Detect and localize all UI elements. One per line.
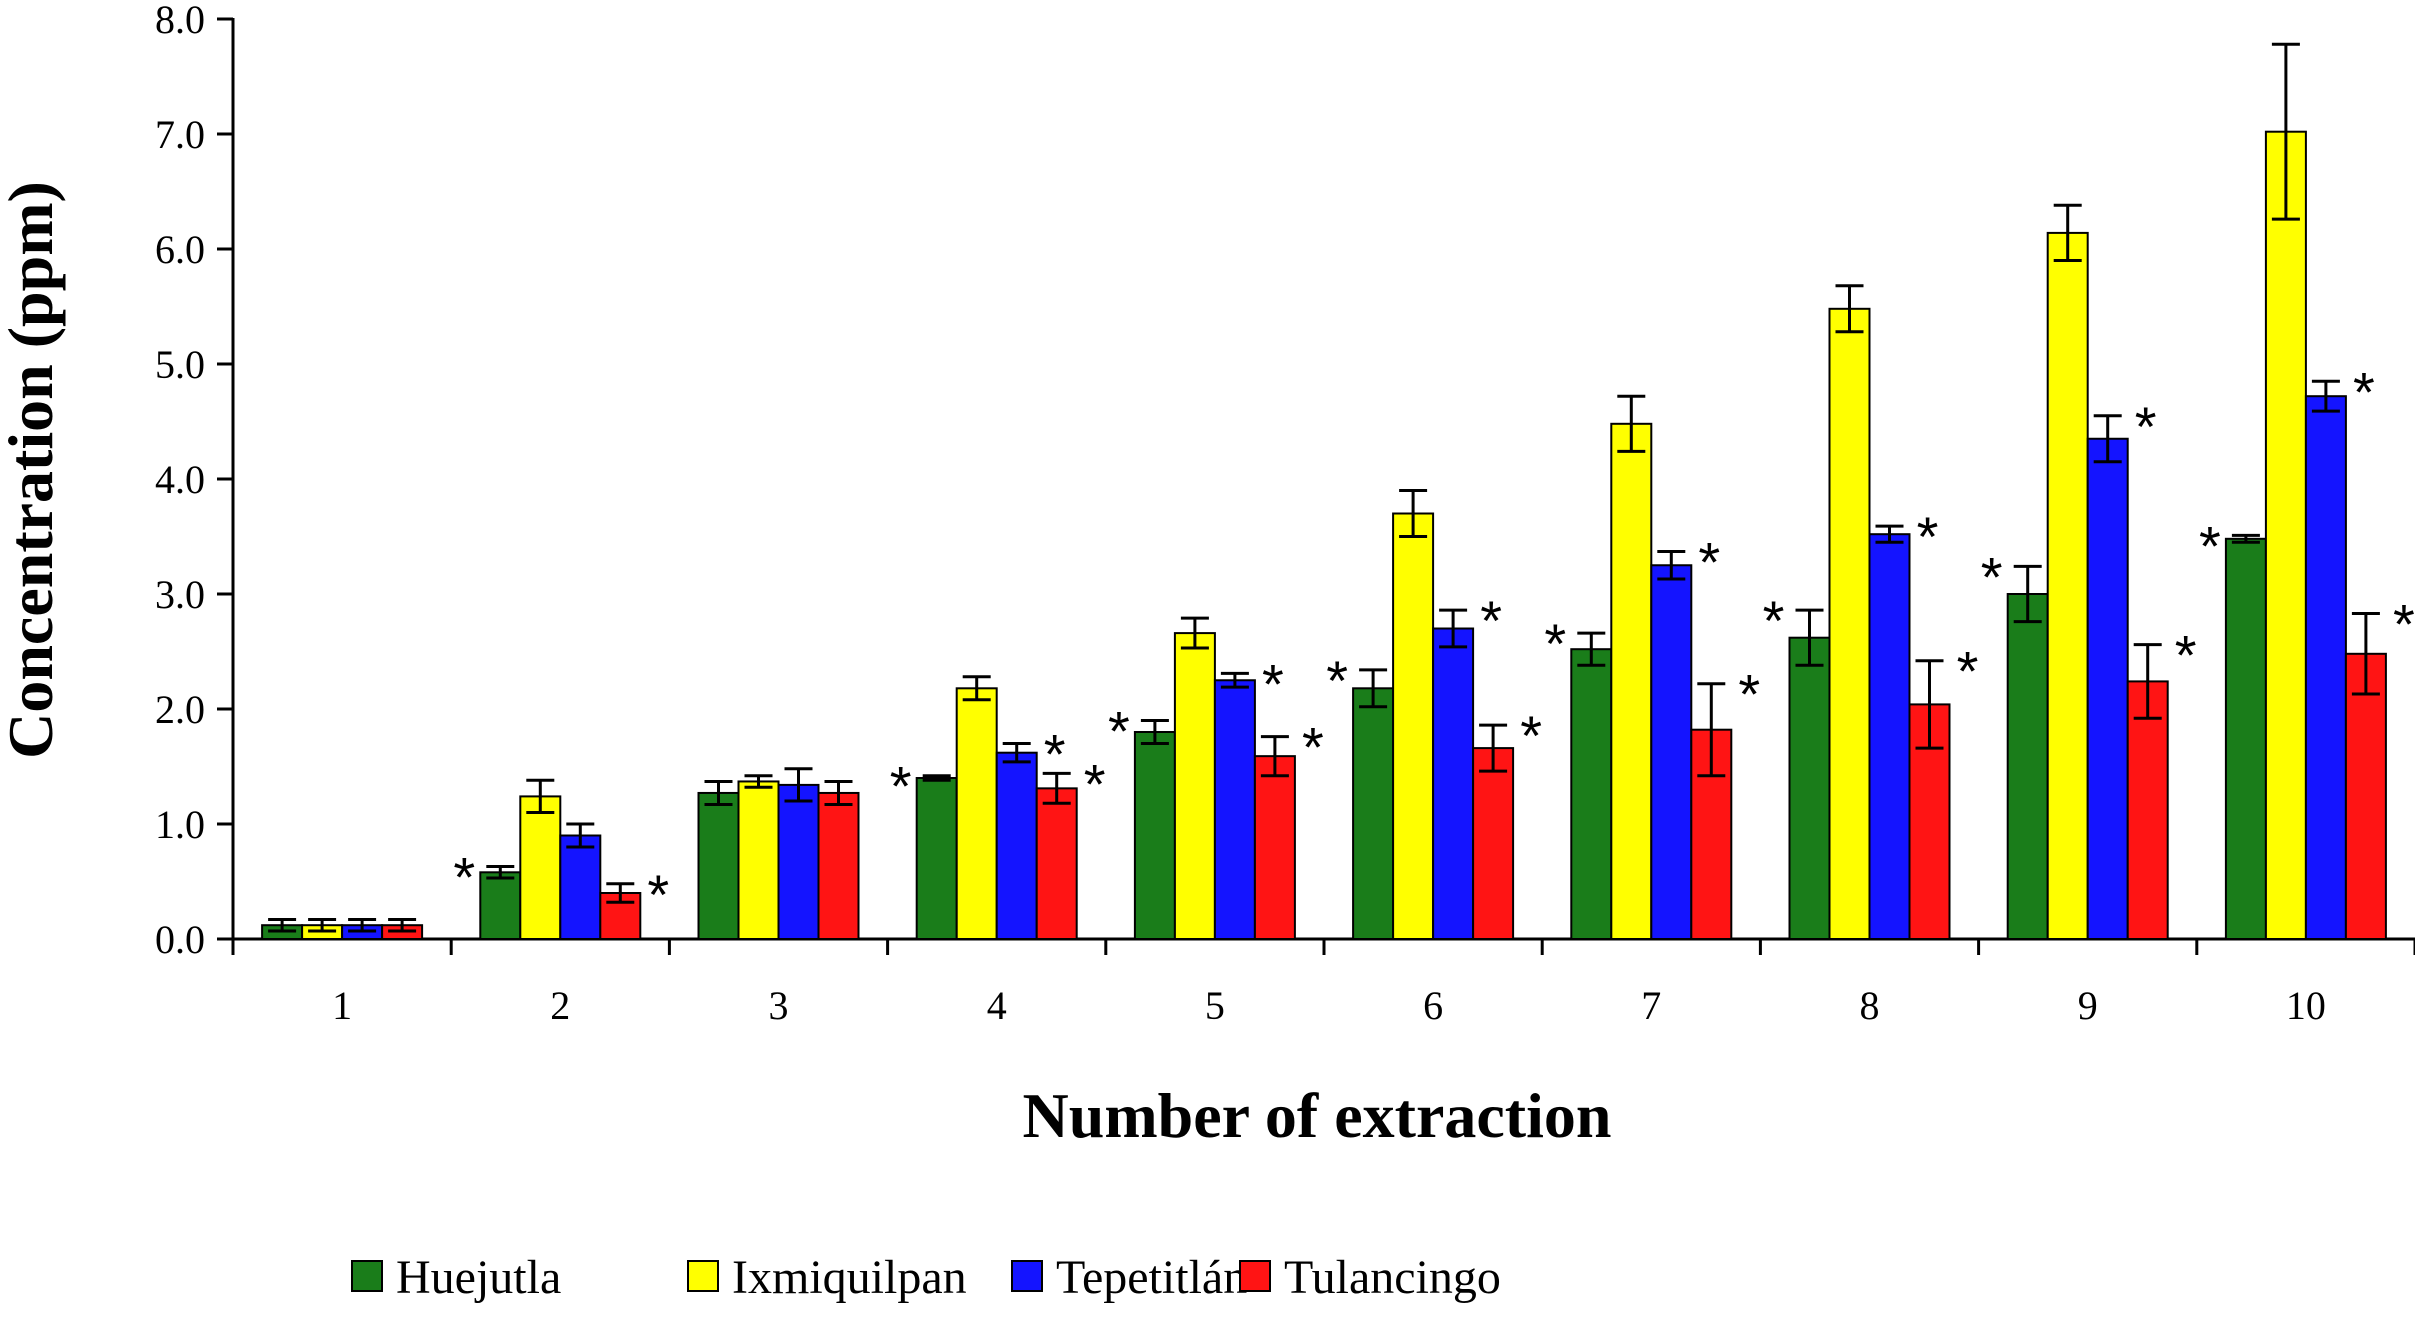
- y-tick-label: 2.0: [155, 687, 205, 732]
- significance-marker: *: [1957, 640, 1979, 703]
- significance-marker: *: [1544, 612, 1566, 675]
- bar-huejutla-6: [1352, 687, 1395, 940]
- bar-tulancingo-3: [817, 791, 860, 941]
- bar-huejutla-2: [479, 871, 522, 940]
- significance-marker: *: [2175, 624, 2197, 687]
- bar-ixmiquilpan-10: [2264, 130, 2307, 940]
- bar-ixmiquilpan-7: [1610, 422, 1653, 940]
- bar-tepetitln-3: [777, 783, 820, 941]
- legend: Huejutla Ixmiquilpan Tepetitlán Tulancingo: [351, 1251, 1501, 1304]
- y-tick-label: 7.0: [155, 112, 205, 157]
- y-tick-label: 0.0: [155, 917, 205, 962]
- significance-marker: *: [1738, 663, 1760, 726]
- significance-marker: *: [1520, 704, 1542, 767]
- bar-ixmiquilpan-3: [737, 780, 780, 941]
- x-tick-label: 3: [769, 983, 789, 1028]
- bar-tepetitln-7: [1650, 564, 1693, 940]
- bar-tulancingo-4: [1035, 787, 1078, 940]
- x-tick-label: 6: [1423, 983, 1443, 1028]
- bar-ixmiquilpan-4: [955, 687, 998, 940]
- bar-ixmiquilpan-8: [1828, 307, 1871, 940]
- bar-tulancingo-10: [2344, 652, 2387, 940]
- legend-label-tulancingo: Tulancingo: [1284, 1251, 1501, 1304]
- significance-marker: *: [2353, 360, 2375, 423]
- significance-marker: *: [1108, 700, 1130, 763]
- significance-marker: *: [1698, 530, 1720, 593]
- bar-tepetitln-6: [1432, 627, 1475, 940]
- bar-tulancingo-6: [1472, 747, 1515, 940]
- significance-marker: *: [1262, 652, 1284, 715]
- plot-area: 0.01.02.03.04.05.06.07.08.01 2 3 4 5 6 7 8 9 10* *…: [155, 0, 2415, 1028]
- y-tick-label: 4.0: [155, 457, 205, 502]
- bar-tulancingo-9: [2126, 680, 2169, 941]
- significance-marker: *: [1480, 589, 1502, 652]
- bar-tepetitln-2: [559, 834, 602, 940]
- x-tick-label: 1: [332, 983, 352, 1028]
- y-axis-title: Concentration (ppm): [0, 181, 66, 759]
- significance-marker: *: [1763, 589, 1785, 652]
- significance-marker: *: [453, 846, 475, 909]
- bar-tepetitln-4: [995, 751, 1038, 941]
- bar-tulancingo-5: [1253, 755, 1296, 941]
- bar-ixmiquilpan-6: [1392, 512, 1435, 940]
- bar-huejutla-8: [1788, 636, 1831, 940]
- legend-swatch-huejutla: [351, 1260, 383, 1292]
- legend-label-ixmiquilpan: Ixmiquilpan: [732, 1251, 967, 1304]
- x-tick-label: 8: [1860, 983, 1880, 1028]
- bar-huejutla-5: [1133, 731, 1176, 940]
- x-tick-label: 10: [2286, 983, 2326, 1028]
- significance-marker: *: [1302, 716, 1324, 779]
- x-tick-label: 4: [987, 983, 1007, 1028]
- significance-marker: *: [1084, 752, 1106, 815]
- y-tick-label: 6.0: [155, 227, 205, 272]
- significance-marker: *: [2393, 593, 2415, 656]
- bar-huejutla-9: [2006, 593, 2049, 940]
- bar-huejutla-7: [1570, 648, 1613, 940]
- legend-swatch-ixmiquilpan: [687, 1260, 719, 1292]
- y-tick-label: 1.0: [155, 802, 205, 847]
- bar-tepetitln-9: [2086, 437, 2129, 940]
- y-tick-label: 3.0: [155, 572, 205, 617]
- significance-marker: *: [2135, 395, 2157, 458]
- x-tick-label: 7: [1641, 983, 1661, 1028]
- bar-tepetitln-5: [1213, 679, 1256, 940]
- significance-marker: *: [1326, 649, 1348, 712]
- bar-huejutla-4: [915, 777, 958, 940]
- bar-huejutla-10: [2224, 537, 2267, 940]
- legend-label-tepetitln: Tepetitlán: [1056, 1251, 1247, 1304]
- bar-tepetitln-10: [2304, 395, 2347, 940]
- significance-marker: *: [1044, 723, 1066, 786]
- bar-ixmiquilpan-5: [1173, 632, 1216, 940]
- significance-marker: *: [1981, 545, 2003, 608]
- x-tick-label: 5: [1205, 983, 1225, 1028]
- significance-marker: *: [647, 863, 669, 926]
- legend-swatch-tulancingo: [1239, 1260, 1271, 1292]
- bar-ixmiquilpan-2: [519, 795, 562, 941]
- legend-label-huejutla: Huejutla: [396, 1251, 561, 1304]
- bar-huejutla-3: [697, 791, 740, 941]
- x-tick-label: 2: [550, 983, 570, 1028]
- y-tick-label: 8.0: [155, 0, 205, 42]
- x-tick-label: 9: [2078, 983, 2098, 1028]
- bar-ixmiquilpan-9: [2046, 231, 2089, 940]
- y-tick-label: 5.0: [155, 342, 205, 387]
- significance-marker: *: [890, 755, 912, 818]
- significance-marker: *: [1917, 505, 1939, 568]
- x-axis-title: Number of extraction: [1023, 1080, 1612, 1151]
- legend-swatch-tepetitln: [1011, 1260, 1043, 1292]
- bar-tulancingo-2: [599, 892, 642, 940]
- significance-marker: *: [2199, 514, 2221, 577]
- bar-tepetitln-8: [1868, 533, 1911, 940]
